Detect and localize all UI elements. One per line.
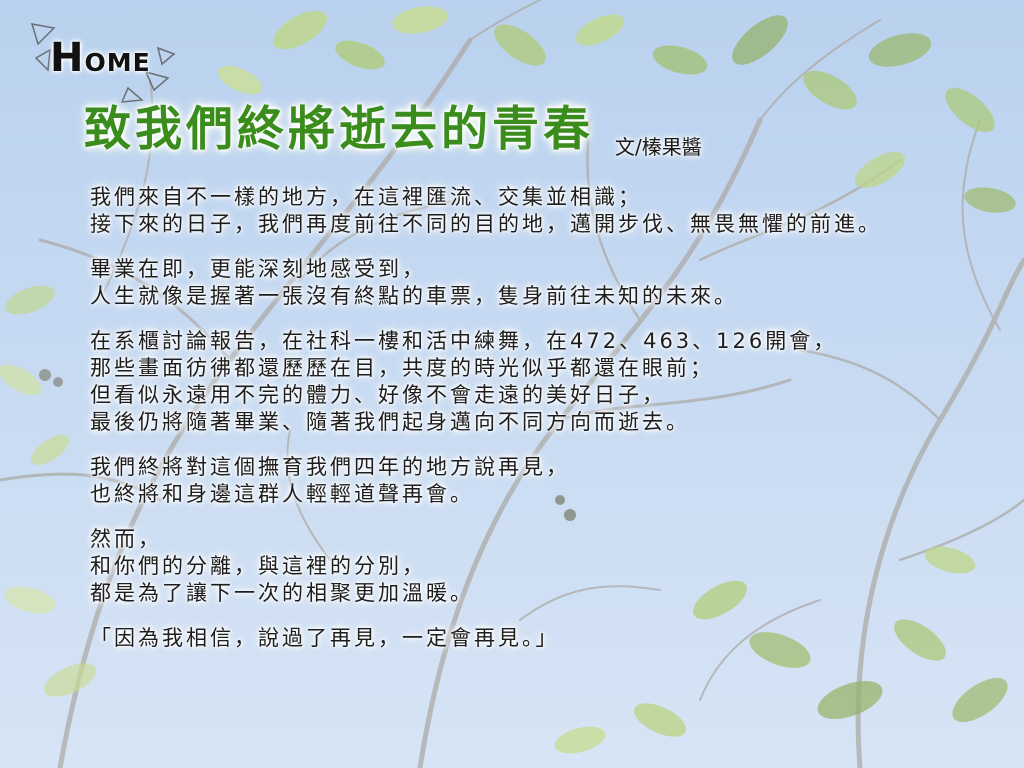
- text-line: 我們終將對這個撫育我們四年的地方說再見，: [90, 455, 570, 479]
- text-line: 但看似永遠用不完的體力、好像不會走遠的美好日子，: [90, 383, 666, 407]
- text-line: 我們來自不一樣的地方，在這裡匯流、交集並相識；: [90, 185, 642, 209]
- paragraph: 然而， 和你們的分離，與這裡的分別， 都是為了讓下一次的相聚更加溫暖。: [90, 526, 990, 607]
- text-line: 接下來的日子，我們再度前往不同的目的地，邁開步伐、無畏無懼的前進。: [90, 212, 882, 236]
- page-title: 致我們終將逝去的青春: [84, 102, 594, 157]
- paragraph: 我們來自不一樣的地方，在這裡匯流、交集並相識； 接下來的日子，我們再度前往不同的…: [90, 184, 990, 238]
- leaves-left: [0, 285, 96, 697]
- author-credit: 文/榛果醬: [615, 135, 702, 159]
- paragraph: 我們終將對這個撫育我們四年的地方說再見， 也終將和身邊這群人輕輕道聲再會。: [90, 454, 990, 508]
- article-body: 我們來自不一樣的地方，在這裡匯流、交集並相識； 接下來的日子，我們再度前往不同的…: [90, 184, 990, 670]
- text-line: 「因為我相信，說過了再見，一定會再見。」: [90, 626, 560, 650]
- text-line: 畢業在即，更能深刻地感受到，: [90, 257, 426, 281]
- paragraph: 畢業在即，更能深刻地感受到， 人生就像是握著一張沒有終點的車票，隻身前往未知的未…: [90, 256, 990, 310]
- paragraph: 在系櫃討論報告，在社科一樓和活中練舞，在472、463、126開會， 那些畫面彷…: [90, 328, 990, 436]
- text-line: 那些畫面彷彿都還歷歷在目，共度的時光似乎都還在眼前；: [90, 356, 714, 380]
- text-line: 都是為了讓下一次的相聚更加溫暖。: [90, 581, 474, 605]
- text-line: 和你們的分離，與這裡的分別，: [90, 554, 426, 578]
- text-line: 人生就像是握著一張沒有終點的車票，隻身前往未知的未來。: [90, 284, 738, 308]
- leaves-top: [217, 6, 1016, 213]
- text-line: 最後仍將隨著畢業、隨著我們起身邁向不同方向而逝去。: [90, 410, 690, 434]
- closing-quote: 「因為我相信，說過了再見，一定會再見。」: [90, 625, 990, 652]
- home-triangle-decoration: [30, 23, 176, 103]
- home-link[interactable]: HOME: [50, 35, 151, 81]
- text-line: 也終將和身邊這群人輕輕道聲再會。: [90, 482, 474, 506]
- leaves-bottom-right: [554, 495, 1008, 754]
- text-line: 在系櫃討論報告，在社科一樓和活中練舞，在472、463、126開會，: [90, 329, 838, 353]
- text-line: 然而，: [90, 527, 162, 551]
